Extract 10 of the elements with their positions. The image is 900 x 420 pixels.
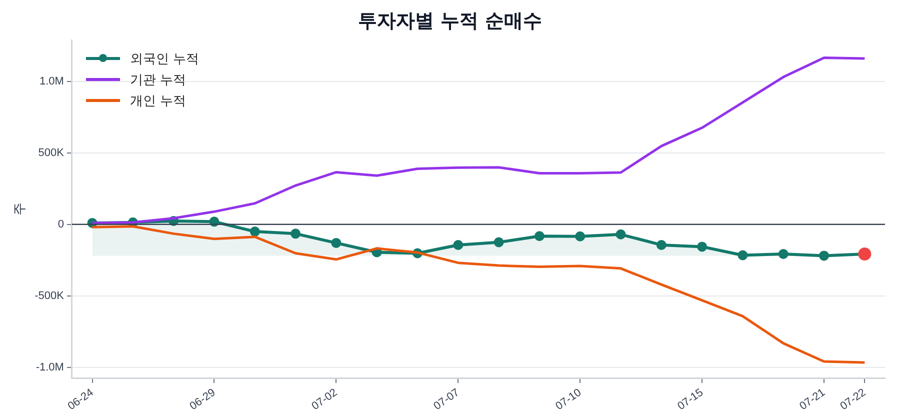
y-tick-label: 1.0M <box>39 75 64 88</box>
y-tick-label: -500K <box>34 290 65 302</box>
y-tick-label: -1.0M <box>36 361 64 374</box>
y-axis-title: 주 <box>11 202 26 216</box>
y-tick-label: 0 <box>58 218 64 230</box>
y-tick-label: 500K <box>38 146 65 159</box>
legend-label: 개인 누적 <box>130 92 186 110</box>
legend-label: 외국인 누적 <box>130 50 200 68</box>
chart-title: 투자자별 누적 순매수 <box>356 9 544 34</box>
legend-label: 기관 누적 <box>130 72 186 88</box>
